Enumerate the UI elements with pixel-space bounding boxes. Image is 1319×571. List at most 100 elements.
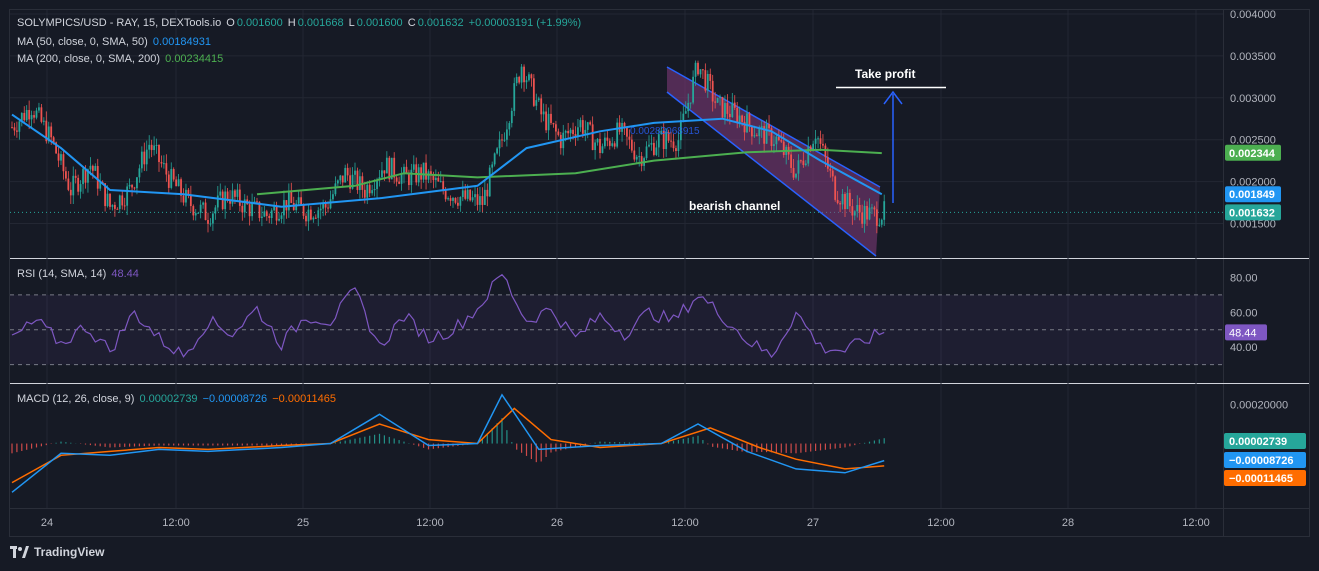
tradingview-brand[interactable]: TradingView [10,545,104,559]
candle-body [738,115,741,123]
candle-body [226,191,229,200]
candle-body [555,124,557,132]
candle-body [373,189,376,191]
h-label: H [287,17,296,29]
macd-badge-bg-2 [1224,470,1306,486]
candle-body [525,80,528,83]
candle-body [300,197,302,205]
candle-body [797,160,800,174]
candle-body [287,191,290,211]
candle-body [123,205,126,207]
candle-body [672,141,675,149]
candle-body [346,167,349,176]
candle-body [692,76,694,103]
ma200-price-badge-bg [1225,144,1281,161]
ma200-legend: MA (200, close, 0, SMA, 200) 0.00234415 [17,53,225,65]
candle-body [795,173,797,178]
candle-body [667,132,670,141]
candle-body [283,200,285,216]
candle-body [82,168,84,185]
candle-body [94,166,97,171]
candle-body [50,126,53,138]
candle-body [126,186,129,206]
macd-label: MACD (12, 26, close, 9) [17,393,135,405]
ma50-legend: MA (50, close, 0, SMA, 50) 0.00184931 [17,36,213,48]
candle-body [67,178,70,190]
candle-body [721,96,724,118]
candle-body [395,177,398,182]
candle-body [167,174,170,188]
candle-body [743,121,746,133]
candle-body [13,127,16,131]
candle-body [33,115,35,118]
candle-body [351,174,354,189]
candle-body [388,157,391,180]
candle-body [305,215,307,222]
candle-body [648,144,650,147]
candle-body [452,197,454,201]
candle-body [518,76,521,83]
candle-body [163,163,165,165]
l-value: 0.001600 [356,17,403,29]
macd-signal-value: −0.00011465 [272,393,336,405]
candle-body [104,183,106,207]
candle-body [831,170,834,177]
candle-body [829,168,832,171]
candle-body [145,149,148,165]
candle-body [400,174,403,184]
candle-body [817,138,819,140]
candle-body [496,148,498,154]
candle-body [187,189,190,195]
channel-lower-fill [667,67,880,256]
macd-badge-bg-0 [1224,433,1306,449]
candle-body [822,143,824,146]
candle-body [20,112,23,122]
candle-body [77,177,80,192]
candle-body [655,147,658,155]
candle-body [552,122,555,125]
candle-body [138,168,141,178]
candle-body [868,207,871,220]
candle-body [408,172,410,186]
candle-body [853,211,856,216]
candle-body [390,157,393,180]
macd-badge-1: −0.00008726 [1229,455,1294,467]
candle-body [25,109,28,121]
candle-body [483,189,486,205]
candle-body [434,177,437,181]
candle-body [143,151,146,165]
candle-body [506,129,508,140]
take-profit-arrow-head [883,90,903,105]
candle-body [760,126,763,129]
candle-body [464,190,467,199]
candle-body [57,153,60,161]
candle-body [336,180,339,184]
candle-body [682,113,685,121]
candle-body [532,78,535,106]
candle-body [65,171,67,179]
ma200-line [256,148,882,196]
candle-body [523,66,525,83]
candle-body [469,189,472,201]
candle-body [498,139,501,149]
change-value: +0.00003191 (+1.99%) [468,17,582,29]
candle-body [773,144,775,146]
candle-body [856,204,859,212]
o-label: O [226,17,235,29]
candle-body [28,109,31,120]
candle-body [782,141,785,155]
candle-body [35,110,38,118]
candle-body [349,175,351,189]
candle-body [182,195,185,203]
candle-body [128,184,131,187]
candle-body [155,144,158,146]
macd-hist-value: 0.00002739 [139,393,198,405]
candle-body [657,134,660,148]
candle-body [763,126,766,144]
candle-body [775,136,778,145]
candle-body [368,184,371,194]
candle-body [479,196,481,205]
candle-body [501,139,503,141]
price-tick-0: 0.004000 [1230,9,1276,21]
candle-body [724,102,726,118]
